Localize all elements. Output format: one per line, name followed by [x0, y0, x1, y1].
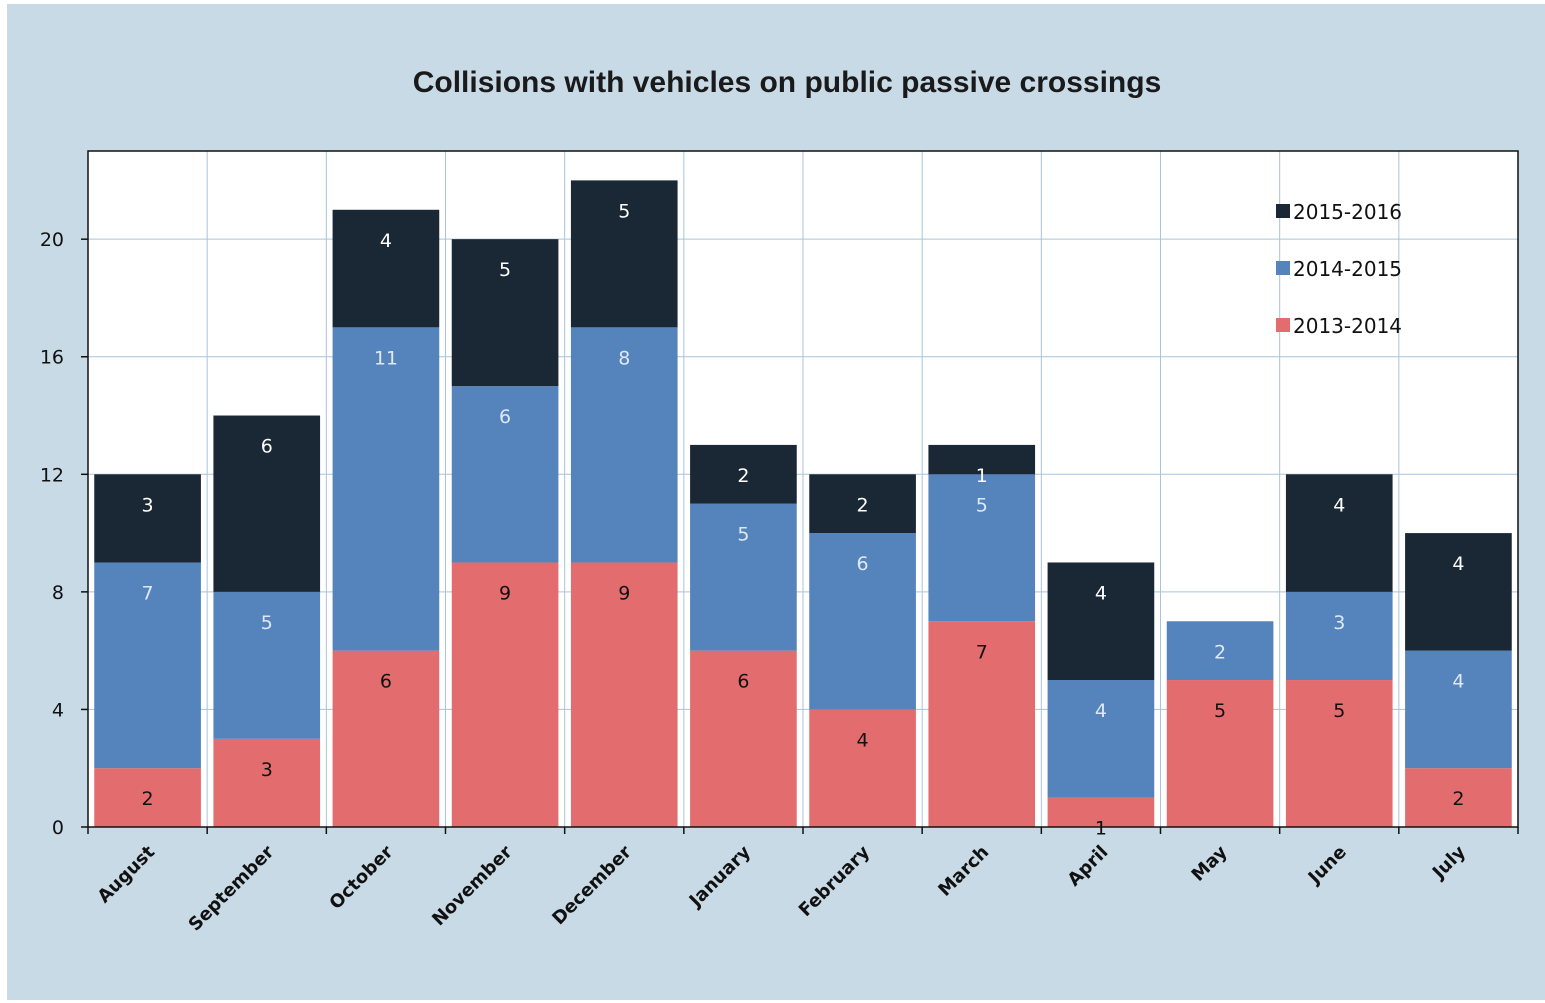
bar-segment	[570, 327, 678, 563]
bar-segment	[332, 650, 440, 827]
data-label: 2	[142, 788, 154, 810]
bar-segment	[1047, 797, 1155, 827]
bar-segment	[1405, 768, 1512, 827]
legend-swatch	[1276, 204, 1290, 218]
bar-segment	[1166, 621, 1274, 681]
data-label: 5	[976, 494, 988, 516]
bar-segment	[451, 562, 559, 827]
bar-segment	[928, 474, 1036, 622]
x-category-label: January	[684, 842, 755, 913]
data-label: 5	[261, 612, 273, 634]
data-label: 4	[857, 729, 869, 751]
data-label: 2	[737, 465, 749, 487]
bar-segment	[332, 209, 440, 328]
x-category-label: December	[548, 842, 636, 930]
bar-segment	[809, 474, 916, 534]
bar-segment	[809, 533, 916, 710]
bar-segment	[570, 562, 678, 827]
y-tick-label: 20	[40, 229, 64, 251]
y-tick-label: 12	[40, 464, 64, 486]
plot-area: 2733566114965985652462751144525342440481…	[40, 150, 1519, 936]
x-category-label: November	[428, 842, 517, 931]
legend-swatch	[1276, 261, 1290, 275]
data-label: 1	[1095, 818, 1107, 840]
y-tick-label: 16	[40, 347, 64, 369]
legend-label: 2013-2014	[1293, 314, 1402, 338]
data-label: 6	[857, 553, 869, 575]
y-tick-label: 0	[52, 817, 64, 839]
data-label: 2	[1214, 641, 1226, 663]
data-label: 9	[618, 582, 630, 604]
data-label: 5	[499, 259, 511, 281]
data-label: 3	[142, 494, 154, 516]
data-label: 5	[737, 524, 749, 546]
y-tick-label: 8	[52, 582, 64, 604]
bar-segment	[94, 562, 201, 769]
bar-segment	[570, 180, 678, 328]
x-category-label: April	[1064, 842, 1113, 891]
bar-segment	[332, 327, 440, 651]
legend-swatch	[1276, 318, 1290, 332]
x-category-label: June	[1303, 842, 1351, 890]
data-label: 4	[1095, 582, 1107, 604]
data-label: 4	[380, 230, 392, 252]
data-label: 11	[374, 347, 398, 369]
data-label: 3	[261, 759, 273, 781]
bar-segment	[213, 738, 321, 827]
data-label: 9	[499, 582, 511, 604]
data-label: 6	[737, 671, 749, 693]
bar-segment	[94, 768, 201, 827]
bar-segment	[1166, 680, 1274, 827]
bar-segment	[1285, 474, 1393, 592]
bar-segment	[928, 444, 1036, 475]
data-label: 4	[1452, 553, 1464, 575]
bar-segment	[94, 474, 201, 563]
bar-segment	[1285, 680, 1393, 827]
data-label: 5	[1214, 700, 1226, 722]
data-label: 7	[142, 582, 154, 604]
bar-segment	[690, 503, 797, 651]
bar-segment	[690, 444, 797, 504]
data-label: 1	[976, 465, 988, 487]
x-category-label: July	[1427, 842, 1470, 885]
data-label: 5	[1333, 700, 1345, 722]
bar-segment	[809, 709, 916, 827]
data-label: 6	[261, 436, 273, 458]
bar-segment	[213, 591, 321, 739]
legend-label: 2015-2016	[1293, 200, 1402, 224]
data-label: 4	[1095, 700, 1107, 722]
data-label: 6	[380, 671, 392, 693]
bar-segment	[451, 239, 559, 387]
x-category-label: October	[325, 842, 397, 914]
bar-segment	[1405, 650, 1512, 769]
x-category-label: May	[1188, 842, 1232, 886]
chart-title: Collisions with vehicles on public passi…	[413, 66, 1162, 99]
data-label: 5	[618, 200, 630, 222]
data-label: 8	[618, 347, 630, 369]
data-label: 4	[1452, 671, 1464, 693]
bar-segment	[451, 386, 559, 563]
bar-segment	[1285, 591, 1393, 681]
bar-segment	[1047, 562, 1155, 681]
bar-segment	[213, 415, 321, 592]
bar-segment	[690, 650, 797, 827]
data-label: 3	[1333, 612, 1345, 634]
data-label: 4	[1333, 494, 1345, 516]
data-label: 2	[1452, 788, 1464, 810]
data-label: 7	[976, 641, 988, 663]
x-category-label: August	[94, 841, 160, 907]
bar-segment	[1047, 680, 1155, 798]
x-category-label: February	[795, 841, 874, 920]
bar-segment	[1405, 533, 1512, 651]
x-category-label: September	[185, 842, 279, 936]
bar-segment	[928, 621, 1036, 827]
x-category-label: March	[934, 842, 993, 901]
data-label: 6	[499, 406, 511, 428]
y-tick-label: 4	[52, 699, 64, 721]
data-label: 2	[857, 494, 869, 516]
legend-label: 2014-2015	[1293, 257, 1402, 281]
